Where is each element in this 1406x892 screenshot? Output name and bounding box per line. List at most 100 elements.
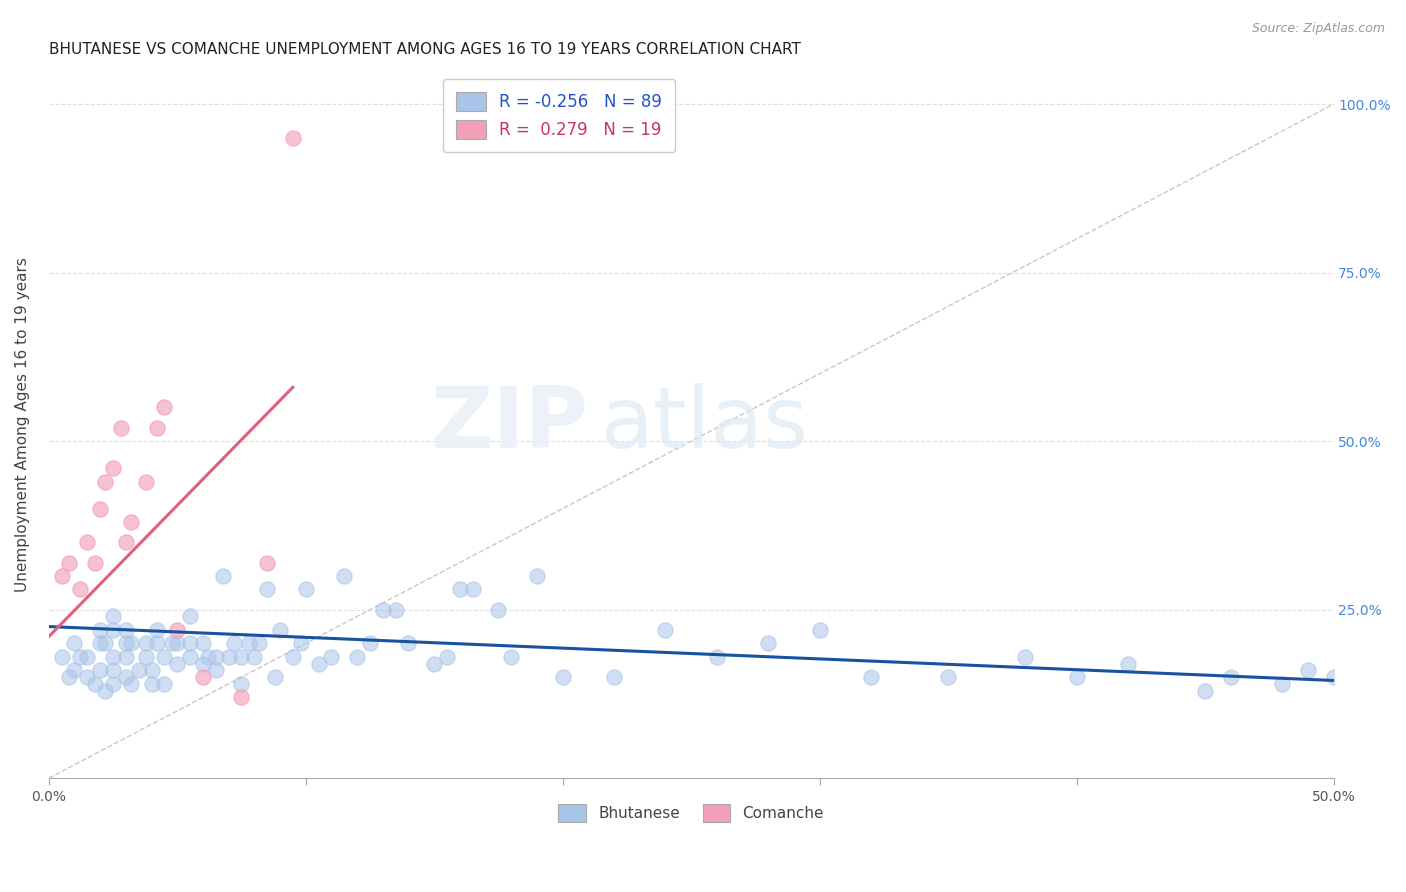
Point — [101, 461, 124, 475]
Point — [281, 649, 304, 664]
Point — [101, 677, 124, 691]
Point — [179, 649, 201, 664]
Point — [204, 649, 226, 664]
Point — [449, 582, 471, 597]
Point — [269, 623, 291, 637]
Point — [263, 670, 285, 684]
Text: atlas: atlas — [602, 383, 810, 466]
Point — [76, 670, 98, 684]
Point — [153, 677, 176, 691]
Point — [114, 535, 136, 549]
Point — [231, 649, 253, 664]
Point — [166, 657, 188, 671]
Point — [76, 535, 98, 549]
Point — [1322, 670, 1344, 684]
Point — [231, 690, 253, 705]
Point — [145, 636, 167, 650]
Point — [204, 664, 226, 678]
Point — [101, 649, 124, 664]
Point — [114, 670, 136, 684]
Point — [218, 649, 240, 664]
Point — [256, 556, 278, 570]
Point — [1194, 683, 1216, 698]
Point — [1066, 670, 1088, 684]
Point — [153, 649, 176, 664]
Point — [120, 515, 142, 529]
Text: ZIP: ZIP — [430, 383, 588, 466]
Point — [281, 131, 304, 145]
Point — [436, 649, 458, 664]
Point — [120, 636, 142, 650]
Point — [212, 569, 235, 583]
Point — [114, 636, 136, 650]
Point — [166, 623, 188, 637]
Point — [243, 649, 266, 664]
Point — [191, 657, 214, 671]
Point — [89, 636, 111, 650]
Point — [110, 420, 132, 434]
Point — [256, 582, 278, 597]
Point — [89, 501, 111, 516]
Point — [384, 603, 406, 617]
Point — [69, 649, 91, 664]
Point — [63, 664, 86, 678]
Point — [1296, 664, 1319, 678]
Point — [290, 636, 312, 650]
Point — [936, 670, 959, 684]
Point — [551, 670, 574, 684]
Point — [94, 475, 117, 489]
Point — [423, 657, 446, 671]
Point — [51, 569, 73, 583]
Point — [145, 420, 167, 434]
Point — [128, 664, 150, 678]
Point — [398, 636, 420, 650]
Point — [89, 623, 111, 637]
Point — [333, 569, 356, 583]
Point — [238, 636, 260, 650]
Point — [179, 609, 201, 624]
Point — [222, 636, 245, 650]
Point — [84, 677, 107, 691]
Point — [135, 475, 157, 489]
Point — [756, 636, 779, 650]
Point — [166, 636, 188, 650]
Point — [654, 623, 676, 637]
Point — [84, 556, 107, 570]
Point — [526, 569, 548, 583]
Point — [58, 556, 80, 570]
Point — [58, 670, 80, 684]
Point — [51, 649, 73, 664]
Point — [249, 636, 271, 650]
Text: BHUTANESE VS COMANCHE UNEMPLOYMENT AMONG AGES 16 TO 19 YEARS CORRELATION CHART: BHUTANESE VS COMANCHE UNEMPLOYMENT AMONG… — [49, 42, 800, 57]
Y-axis label: Unemployment Among Ages 16 to 19 years: Unemployment Among Ages 16 to 19 years — [15, 257, 30, 591]
Legend: Bhutanese, Comanche: Bhutanese, Comanche — [546, 792, 837, 834]
Point — [1014, 649, 1036, 664]
Point — [603, 670, 626, 684]
Point — [89, 664, 111, 678]
Point — [461, 582, 484, 597]
Point — [197, 649, 219, 664]
Point — [1271, 677, 1294, 691]
Point — [359, 636, 381, 650]
Point — [808, 623, 831, 637]
Text: Source: ZipAtlas.com: Source: ZipAtlas.com — [1251, 22, 1385, 36]
Point — [76, 649, 98, 664]
Point — [294, 582, 316, 597]
Point — [231, 677, 253, 691]
Point — [101, 623, 124, 637]
Point — [63, 636, 86, 650]
Point — [141, 664, 163, 678]
Point — [859, 670, 882, 684]
Point — [191, 636, 214, 650]
Point — [191, 670, 214, 684]
Point — [69, 582, 91, 597]
Point — [141, 677, 163, 691]
Point — [179, 636, 201, 650]
Point — [135, 649, 157, 664]
Point — [101, 664, 124, 678]
Point — [1219, 670, 1241, 684]
Point — [160, 636, 183, 650]
Point — [94, 683, 117, 698]
Point — [120, 677, 142, 691]
Point — [101, 609, 124, 624]
